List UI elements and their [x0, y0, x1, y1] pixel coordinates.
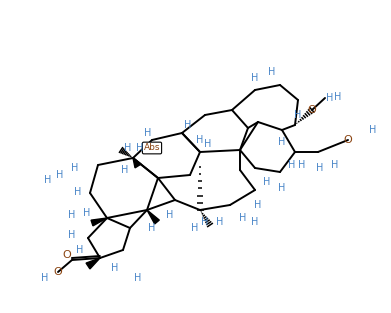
Text: H: H [135, 273, 142, 283]
Text: H: H [68, 230, 76, 240]
Text: O: O [54, 267, 63, 277]
Text: H: H [148, 223, 156, 233]
Text: H: H [263, 177, 271, 187]
Text: H: H [196, 135, 204, 145]
Text: H: H [144, 128, 152, 138]
Text: H: H [76, 245, 84, 255]
Text: H: H [369, 125, 377, 135]
Text: H: H [316, 163, 324, 173]
Text: H: H [191, 223, 199, 233]
Text: H: H [83, 208, 91, 218]
Polygon shape [133, 158, 141, 168]
Text: H: H [294, 110, 302, 120]
Text: H: H [278, 183, 286, 193]
Polygon shape [147, 210, 159, 224]
Polygon shape [91, 218, 107, 226]
Text: H: H [326, 93, 334, 103]
Text: O: O [344, 135, 352, 145]
Text: H: H [334, 92, 342, 102]
Text: H: H [166, 210, 174, 220]
Text: H: H [184, 120, 192, 130]
Text: H: H [251, 73, 259, 83]
Text: H: H [74, 187, 82, 197]
Text: H: H [254, 200, 262, 210]
Text: H: H [201, 217, 209, 227]
Text: H: H [278, 137, 286, 147]
Text: H: H [68, 210, 76, 220]
Polygon shape [86, 258, 100, 269]
Text: H: H [268, 67, 276, 77]
Text: H: H [56, 170, 64, 180]
Text: H: H [331, 160, 339, 170]
Text: H: H [251, 217, 259, 227]
Text: H: H [124, 143, 132, 153]
Text: H: H [121, 165, 129, 175]
Text: H: H [288, 160, 296, 170]
Text: O: O [308, 105, 316, 115]
Text: Abs: Abs [144, 143, 160, 152]
Text: H: H [298, 160, 306, 170]
Text: H: H [111, 263, 119, 273]
Text: H: H [204, 139, 212, 149]
Text: H: H [44, 175, 52, 185]
Text: H: H [136, 143, 143, 153]
Text: H: H [71, 163, 79, 173]
Text: O: O [63, 250, 72, 260]
Text: H: H [239, 213, 247, 223]
Text: H: H [41, 273, 49, 283]
Text: H: H [216, 217, 224, 227]
